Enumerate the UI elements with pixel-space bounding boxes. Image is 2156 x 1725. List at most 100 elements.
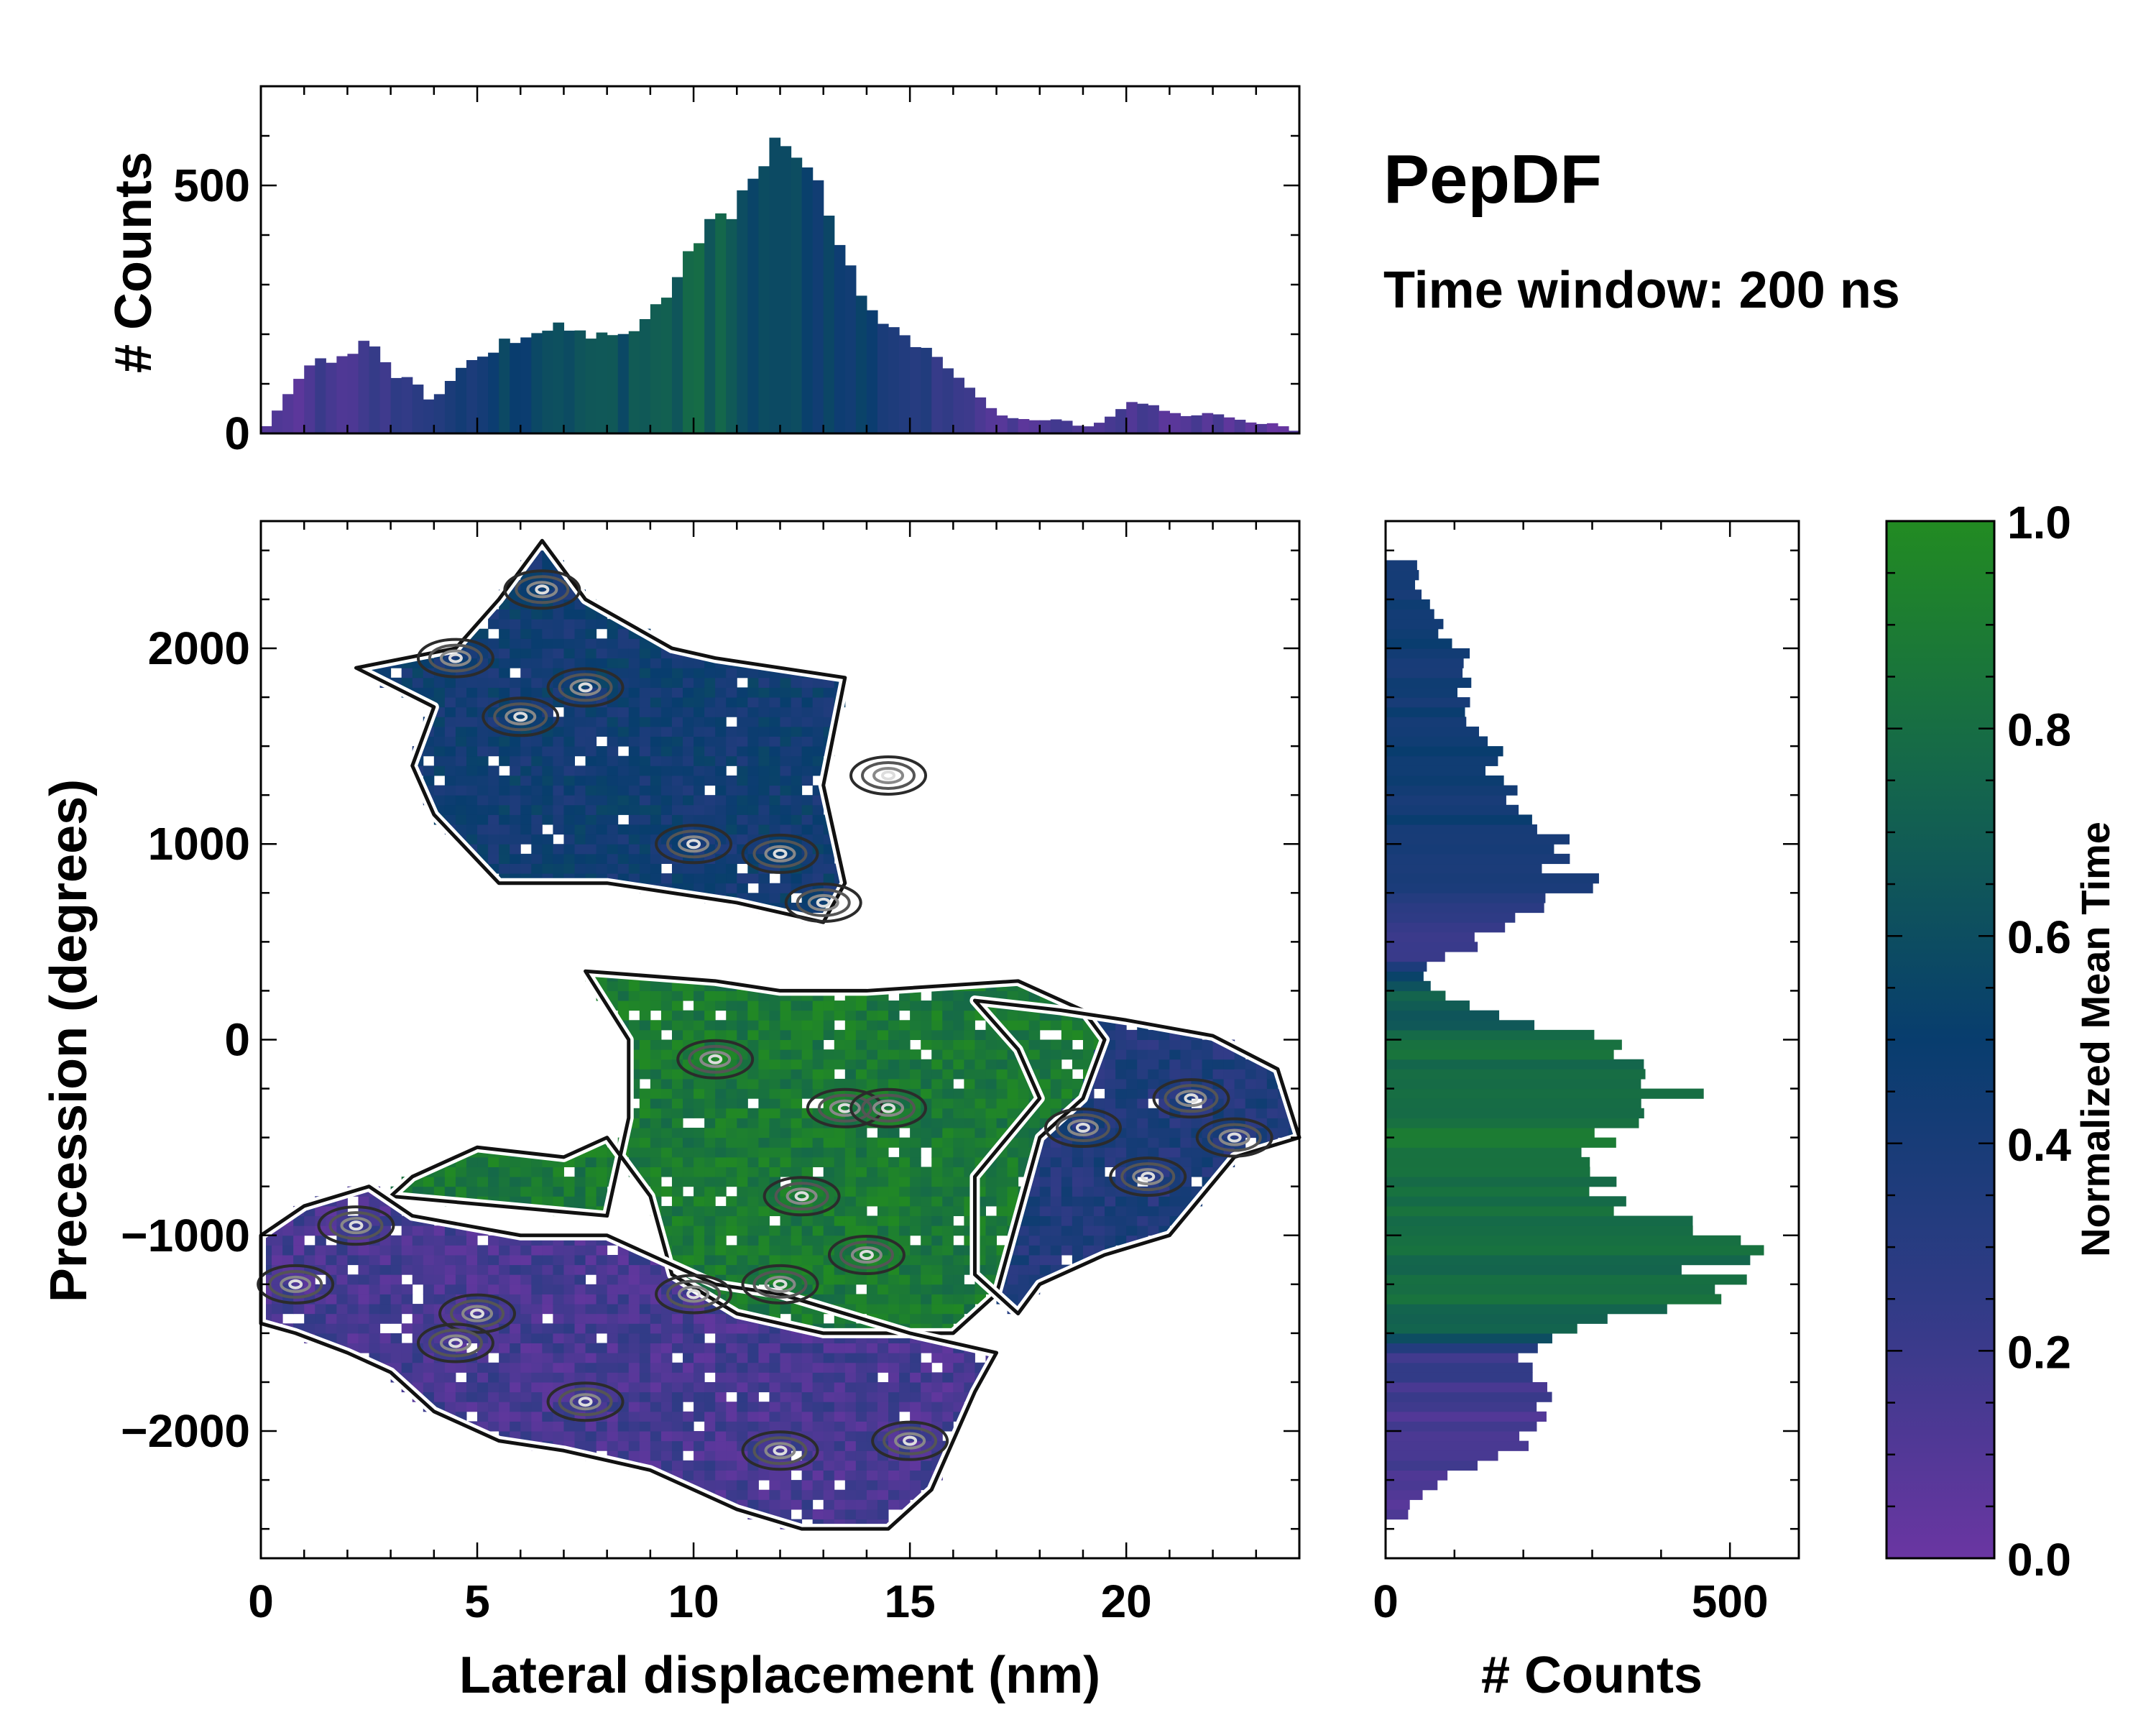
heatmap-cell bbox=[596, 648, 608, 659]
heatmap-cell bbox=[931, 1353, 943, 1363]
heatmap-cell bbox=[1126, 1196, 1138, 1207]
heatmap-cell bbox=[899, 1489, 911, 1500]
heatmap-cell bbox=[1007, 1274, 1019, 1285]
heatmap-cell bbox=[617, 1274, 630, 1285]
heatmap-cell bbox=[639, 1059, 651, 1070]
heatmap-cell bbox=[683, 726, 694, 737]
heatmap-cell bbox=[639, 1284, 651, 1294]
heatmap-cell bbox=[466, 746, 478, 757]
heatmap-cell bbox=[985, 1078, 998, 1090]
heatmap-cell bbox=[499, 1402, 510, 1412]
heatmap-cell bbox=[737, 1156, 748, 1167]
heatmap-cell bbox=[694, 677, 705, 688]
heatmap-cell bbox=[812, 814, 824, 825]
heatmap-cell bbox=[433, 785, 446, 796]
side-histogram-bar bbox=[1386, 1020, 1535, 1031]
heatmap-cell bbox=[715, 1421, 727, 1432]
heatmap-cell bbox=[866, 1480, 878, 1491]
heatmap-cell bbox=[477, 804, 489, 815]
heatmap-xtick-label: 0 bbox=[248, 1576, 274, 1627]
heatmap-cell bbox=[553, 1196, 564, 1207]
heatmap-cell bbox=[650, 1440, 662, 1451]
heatmap-cell bbox=[1126, 1078, 1138, 1090]
heatmap-cell bbox=[1039, 1245, 1051, 1256]
heatmap-cell bbox=[715, 1402, 727, 1412]
heatmap-cell bbox=[542, 736, 553, 747]
heatmap-cell bbox=[791, 1402, 803, 1412]
heatmap-cell bbox=[510, 765, 521, 776]
heatmap-cell bbox=[823, 1362, 835, 1373]
heatmap-cell bbox=[866, 1020, 878, 1031]
heatmap-cell bbox=[650, 677, 662, 688]
heatmap-cell bbox=[694, 697, 705, 708]
heatmap-cell bbox=[855, 1372, 867, 1383]
heatmap-cell bbox=[758, 1353, 770, 1363]
heatmap-cell bbox=[694, 1029, 705, 1040]
top-histogram-bar bbox=[1169, 413, 1181, 433]
heatmap-cell bbox=[823, 873, 835, 884]
heatmap-cell bbox=[563, 755, 576, 766]
heatmap-cell bbox=[1115, 1137, 1127, 1148]
heatmap-cell bbox=[780, 804, 792, 815]
heatmap-cell bbox=[412, 1264, 424, 1275]
heatmap-cell bbox=[1061, 1088, 1073, 1099]
heatmap-cell bbox=[336, 1225, 348, 1236]
heatmap-cell bbox=[542, 1304, 553, 1315]
heatmap-cell bbox=[423, 1264, 435, 1275]
heatmap-cell bbox=[899, 1235, 911, 1246]
side-histogram-bar bbox=[1386, 1118, 1639, 1128]
heatmap-cell bbox=[931, 1069, 943, 1080]
heatmap-cell bbox=[617, 736, 630, 747]
heatmap-cell bbox=[683, 1225, 694, 1236]
heatmap-cell bbox=[639, 687, 651, 698]
top-histogram-bar bbox=[866, 310, 878, 433]
heatmap-cell bbox=[499, 755, 510, 766]
heatmap-cell bbox=[844, 1186, 857, 1197]
heatmap-cell bbox=[1126, 1147, 1138, 1158]
top-histogram-bar bbox=[1105, 416, 1116, 433]
heatmap-cell bbox=[499, 785, 510, 796]
heatmap-cell bbox=[1180, 1049, 1192, 1060]
heatmap-cell bbox=[466, 736, 478, 747]
heatmap-cell bbox=[542, 853, 553, 864]
heatmap-cell bbox=[563, 1313, 576, 1324]
heatmap-cell bbox=[542, 1177, 553, 1187]
heatmap-cell bbox=[510, 736, 521, 747]
heatmap-cell bbox=[844, 1059, 857, 1070]
heatmap-cell bbox=[660, 1362, 673, 1373]
heatmap-cell bbox=[1256, 1069, 1268, 1080]
heatmap-cell bbox=[812, 1156, 824, 1167]
heatmap-cell bbox=[877, 1402, 889, 1412]
heatmap-cell bbox=[542, 814, 553, 825]
heatmap-cell bbox=[423, 746, 435, 757]
heatmap-cell bbox=[639, 824, 651, 835]
heatmap-cell bbox=[758, 1421, 770, 1432]
heatmap-cell bbox=[466, 1362, 478, 1373]
heatmap-cell bbox=[747, 677, 759, 688]
heatmap-cell bbox=[844, 1020, 857, 1031]
heatmap-cell bbox=[1050, 1235, 1062, 1246]
heatmap-cell bbox=[499, 648, 510, 659]
heatmap-cell bbox=[639, 1156, 651, 1167]
heatmap-cell bbox=[660, 1049, 673, 1060]
heatmap-contour bbox=[259, 1184, 999, 1531]
heatmap-cell bbox=[379, 1264, 392, 1275]
heatmap-cell bbox=[996, 1186, 1008, 1197]
heatmap-cell bbox=[823, 853, 835, 864]
heatmap-cell bbox=[617, 1353, 630, 1363]
heatmap-cell bbox=[660, 717, 673, 727]
heatmap-cell bbox=[1137, 1225, 1148, 1236]
heatmap-cell bbox=[737, 1167, 748, 1177]
heatmap-cell bbox=[336, 1304, 348, 1315]
heatmap-cell bbox=[650, 687, 662, 698]
heatmap-cell bbox=[563, 1362, 576, 1373]
heatmap-cell bbox=[477, 1381, 489, 1393]
heatmap-cell bbox=[671, 1421, 683, 1432]
heatmap-cell bbox=[704, 668, 716, 678]
heatmap-cell bbox=[617, 804, 630, 815]
heatmap-cell bbox=[379, 1343, 392, 1353]
heatmap-cell bbox=[510, 1381, 521, 1393]
heatmap-cell bbox=[758, 1098, 770, 1109]
heatmap-cell bbox=[715, 1343, 727, 1353]
heatmap-density-contour bbox=[741, 1264, 819, 1305]
